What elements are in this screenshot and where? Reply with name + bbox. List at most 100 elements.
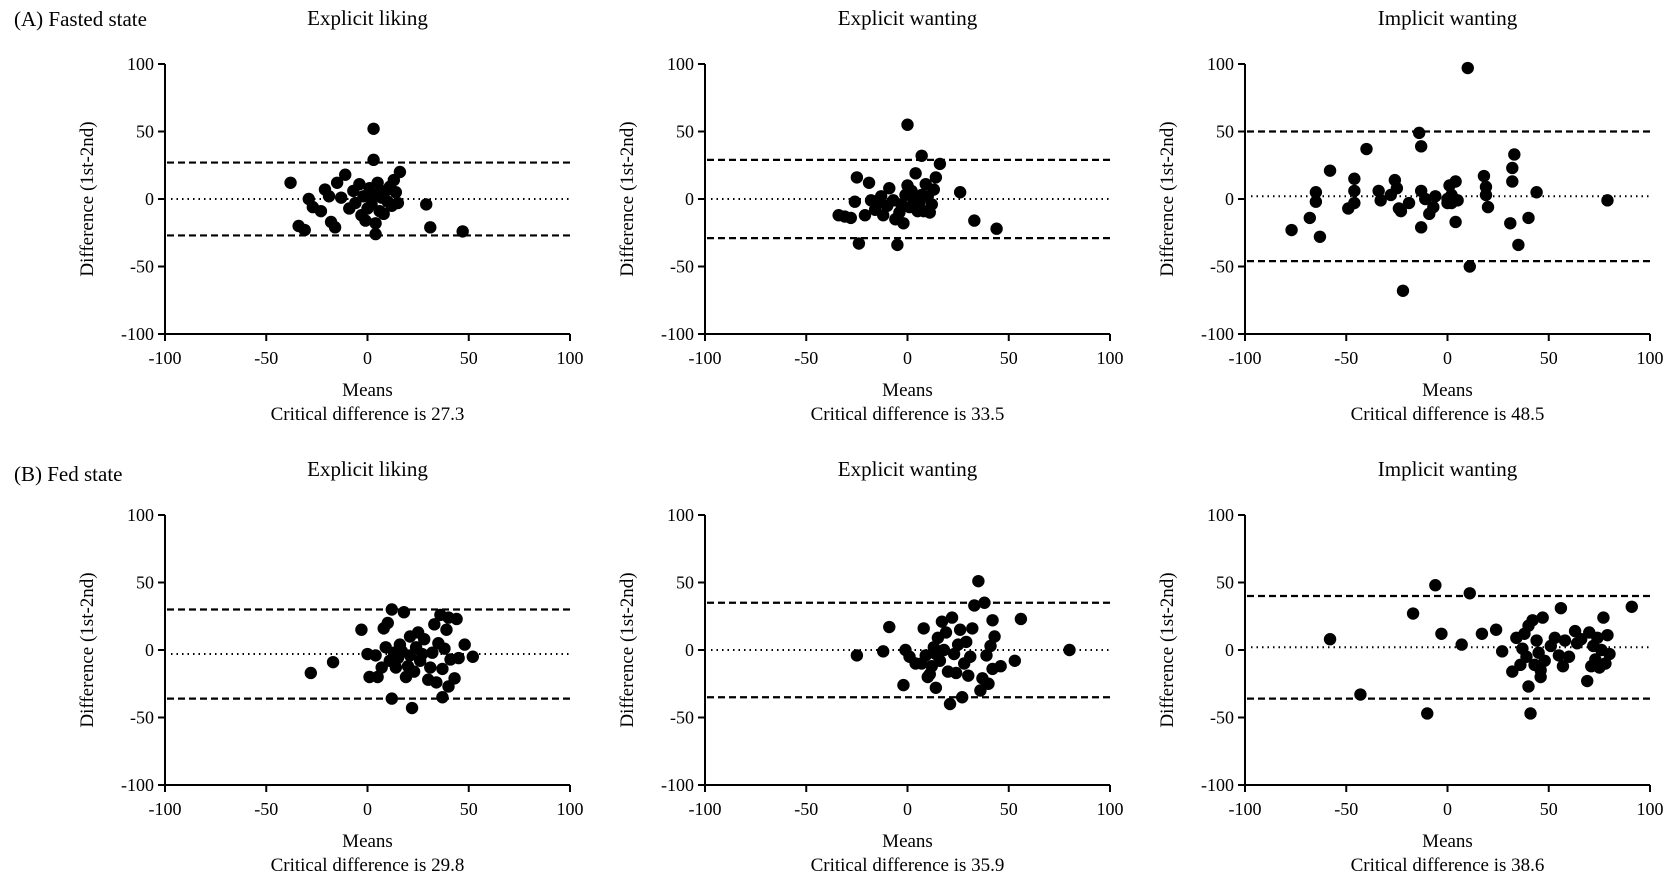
data-point <box>1429 579 1442 592</box>
y-tick-label: -50 <box>1210 708 1234 728</box>
data-point <box>377 207 390 221</box>
data-point <box>909 167 922 180</box>
data-point <box>458 638 471 651</box>
data-point <box>891 238 904 252</box>
y-tick-label: -50 <box>130 257 154 277</box>
data-point <box>393 165 407 179</box>
data-point <box>438 642 451 655</box>
data-point <box>1394 204 1408 218</box>
data-point <box>389 661 403 674</box>
x-tick-label: -100 <box>149 348 182 368</box>
x-tick-label: 100 <box>1097 348 1124 368</box>
data-point <box>1360 142 1373 156</box>
data-point <box>966 622 979 635</box>
x-tick-label: 50 <box>460 348 478 368</box>
data-point <box>850 171 864 184</box>
data-point <box>978 596 991 609</box>
x-tick-label: 0 <box>903 799 912 819</box>
data-point <box>1481 200 1495 214</box>
data-point <box>355 623 368 636</box>
y-tick-label: -100 <box>1201 324 1234 344</box>
data-point <box>1601 194 1614 207</box>
data-point <box>1008 654 1022 667</box>
data-point <box>385 692 398 705</box>
y-axis-label: Difference (1st-2nd) <box>617 121 638 276</box>
x-tick-label: -100 <box>1229 348 1262 368</box>
data-point <box>1014 612 1028 626</box>
data-point <box>407 665 421 678</box>
data-point <box>391 196 405 210</box>
data-point <box>1414 221 1428 234</box>
data-point <box>369 649 382 662</box>
chart-title: Implicit wanting <box>1378 457 1518 481</box>
data-point <box>367 153 380 167</box>
x-tick-label: 100 <box>1637 348 1664 368</box>
data-point <box>1477 169 1491 183</box>
data-point <box>1449 215 1462 229</box>
data-point <box>448 672 461 685</box>
data-point <box>440 623 453 636</box>
data-point <box>371 670 384 684</box>
data-point <box>369 227 382 241</box>
data-point <box>1562 650 1576 663</box>
data-point <box>381 616 394 630</box>
x-tick-label: 100 <box>1097 799 1124 819</box>
data-point <box>1313 230 1327 243</box>
x-tick-label: 0 <box>1443 799 1452 819</box>
data-point <box>915 149 928 162</box>
data-point <box>428 618 441 631</box>
data-point <box>1520 650 1533 663</box>
x-tick-label: -100 <box>689 799 722 819</box>
data-point <box>990 222 1003 235</box>
y-tick-label: 50 <box>676 122 694 142</box>
data-point <box>925 198 938 211</box>
chart-panel-2: Explicit wanting 100 50 0 -50 -100 -100 -50 0 50 1… <box>617 6 1124 425</box>
x-tick-label: -100 <box>1229 799 1262 819</box>
y-tick-label: 100 <box>127 505 154 525</box>
data-point <box>1504 217 1517 230</box>
data-point <box>1396 284 1410 297</box>
data-point <box>371 176 384 189</box>
data-point <box>1354 688 1367 701</box>
data-point <box>1429 190 1442 203</box>
data-point <box>466 650 479 663</box>
x-tick-label: -50 <box>794 799 818 819</box>
x-tick-label: 100 <box>557 348 584 368</box>
y-tick-label: 50 <box>136 573 154 593</box>
data-point <box>298 223 311 237</box>
data-point <box>1558 634 1572 647</box>
x-tick-label: 50 <box>1000 348 1018 368</box>
y-tick-label: 100 <box>1207 54 1234 74</box>
data-point <box>389 186 403 199</box>
data-point <box>314 204 328 218</box>
data-point <box>1427 200 1440 214</box>
data-point <box>322 190 336 203</box>
data-point <box>844 211 857 225</box>
data-point <box>862 176 876 189</box>
data-point <box>1581 674 1594 688</box>
y-tick-label: -50 <box>1210 257 1234 277</box>
data-point <box>1506 175 1519 188</box>
data-point <box>935 615 949 628</box>
y-tick-label: 100 <box>127 54 154 74</box>
chart-title: Explicit wanting <box>838 6 978 30</box>
x-tick-label: 0 <box>363 348 372 368</box>
x-tick-label: -100 <box>149 799 182 819</box>
y-tick-label: 0 <box>145 640 154 660</box>
data-point <box>339 168 352 181</box>
data-point <box>1508 148 1521 161</box>
data-point <box>334 191 348 204</box>
data-point <box>919 649 932 662</box>
data-point <box>1475 627 1489 640</box>
x-tick-label: 0 <box>903 348 912 368</box>
data-point <box>418 633 431 646</box>
data-point <box>962 669 975 682</box>
data-point <box>877 209 890 222</box>
data-point <box>1309 195 1323 208</box>
data-point <box>436 662 449 676</box>
data-point <box>901 118 914 131</box>
data-point <box>917 622 930 635</box>
data-point <box>943 697 957 711</box>
chart-panel-4: Explicit liking 100 50 0 -50 -100 -100 -50 0 50 10… <box>77 457 584 876</box>
critical-difference-note: Critical difference is 35.9 <box>811 855 1005 876</box>
